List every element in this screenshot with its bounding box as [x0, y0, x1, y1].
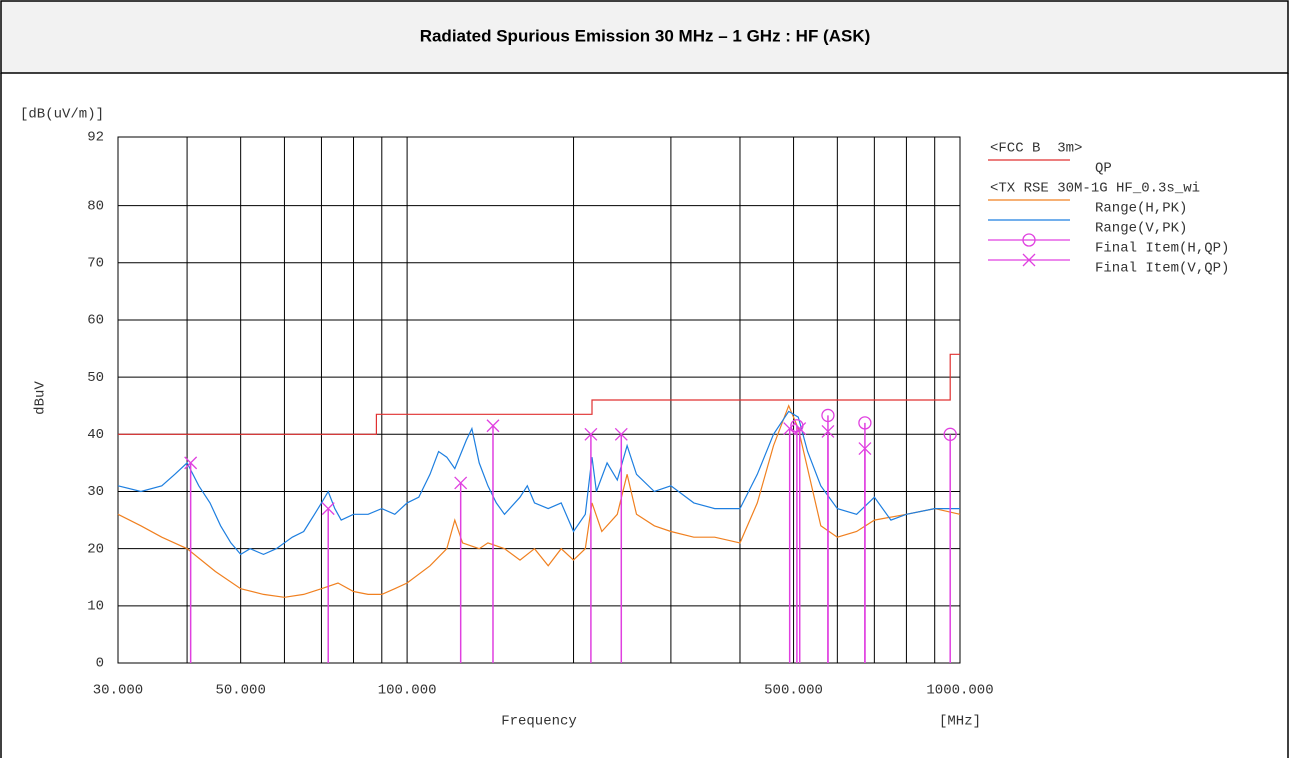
legend-label: Final Item(H,QP) — [1095, 241, 1229, 257]
legend-label: Final Item(V,QP) — [1095, 261, 1229, 277]
final-item — [821, 424, 835, 663]
y-tick-label: 0 — [96, 656, 104, 672]
marker-x — [321, 502, 335, 516]
legend-title: <TX RSE 30M-1G HF_0.3s_wi — [990, 181, 1200, 197]
x-axis-label: Frequency — [501, 714, 577, 730]
y-tick-label: 80 — [87, 198, 104, 214]
x-unit: [MHz] — [939, 714, 981, 730]
final-item — [614, 427, 628, 663]
x-tick-label: 50.000 — [215, 683, 265, 699]
x-tick-label: 100.000 — [378, 683, 437, 699]
final-item — [858, 442, 872, 663]
x-tick-label: 500.000 — [764, 683, 823, 699]
trace — [117, 404, 961, 598]
plot-frame — [117, 136, 961, 664]
header-box — [0, 0, 1289, 74]
y-tick-label: 60 — [87, 313, 104, 329]
y-tick-label: 10 — [87, 599, 104, 615]
marker-circle — [858, 416, 872, 430]
marker-x — [614, 427, 628, 441]
marker-x — [454, 476, 468, 490]
y-tick-label: 30 — [87, 484, 104, 500]
final-item — [790, 419, 804, 663]
final-item — [184, 456, 198, 663]
x-tick-label: 30.000 — [93, 683, 143, 699]
marker-x — [793, 422, 807, 436]
final-item — [454, 476, 468, 663]
y-tick-label: 70 — [87, 255, 104, 271]
y-tick-label: 20 — [87, 541, 104, 557]
marker-x — [821, 424, 835, 438]
marker-circle — [943, 427, 957, 441]
y-tick-label: 40 — [87, 427, 104, 443]
marker-x — [584, 427, 598, 441]
final-item — [943, 427, 957, 663]
y-axis-label: dBuV — [33, 381, 49, 415]
final-item — [584, 427, 598, 663]
marker-x — [184, 456, 198, 470]
marker-circle — [1022, 233, 1036, 247]
legend-title: <FCC B 3m> — [990, 141, 1082, 157]
x-tick-label: 1000.000 — [926, 683, 993, 699]
legend-label: QP — [1095, 161, 1112, 177]
y-tick-label: 92 — [87, 130, 104, 146]
marker-x — [1022, 253, 1036, 267]
trace — [117, 410, 960, 556]
final-item — [783, 422, 797, 663]
marker-circle — [821, 408, 835, 423]
y-unit: [dB(uV/m)] — [20, 107, 104, 123]
marker-x — [486, 419, 500, 433]
final-item — [321, 502, 335, 663]
marker-x — [783, 422, 797, 436]
y-tick-label: 50 — [87, 370, 104, 386]
chart-title: Radiated Spurious Emission 30 MHz – 1 GH… — [420, 26, 871, 45]
marker-x — [858, 442, 872, 456]
legend-label: Range(V,PK) — [1095, 221, 1187, 237]
final-item — [486, 419, 500, 663]
trace — [118, 353, 960, 435]
legend-label: Range(H,PK) — [1095, 201, 1187, 217]
final-item — [793, 422, 807, 663]
